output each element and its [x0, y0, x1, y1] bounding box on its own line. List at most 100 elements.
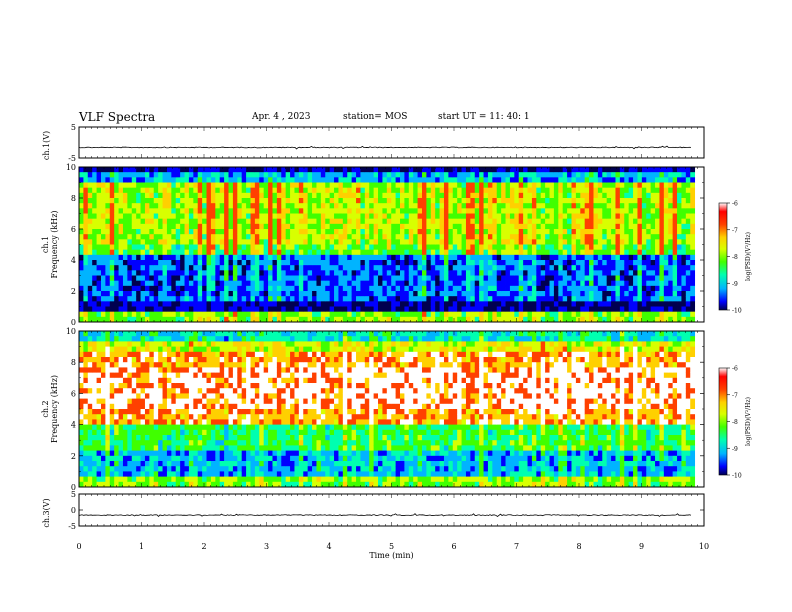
- spectrogram-cell-ch1: [527, 234, 533, 240]
- spectrogram-cell-ch1: [334, 223, 339, 230]
- spectrogram-cell-ch1: [655, 301, 660, 307]
- spectrogram-cell-ch1: [83, 280, 89, 287]
- spectrogram-cell-ch1: [87, 260, 93, 266]
- spectrogram-cell-ch1: [421, 316, 427, 323]
- spectrogram-cell-ch1: [483, 203, 489, 209]
- y-tick-label: 6: [71, 225, 76, 234]
- spectrogram-cell-ch1: [224, 203, 229, 209]
- spectrogram-cell-ch1: [307, 254, 313, 261]
- spectrogram-cell-ch1: [184, 229, 190, 235]
- spectrogram-cell-ch1: [96, 177, 102, 183]
- spectrogram-cell-ch1: [140, 280, 146, 287]
- spectrogram-cell-ch1: [417, 301, 423, 307]
- spectrogram-cell-ch1: [452, 229, 458, 235]
- spectrogram-cell-ch1: [527, 182, 533, 189]
- spectrogram-cell-ch1: [215, 192, 221, 199]
- spectrogram-cell-ch1: [672, 244, 678, 251]
- spectrogram-cell-ch2: [96, 429, 102, 436]
- spectrogram-cell-ch2: [118, 476, 124, 483]
- spectrogram-cell-ch2: [122, 476, 128, 483]
- spectrogram-cell-ch1: [505, 244, 511, 251]
- spectrogram-cell-ch2: [100, 461, 106, 467]
- spectrogram-cell-ch1: [413, 198, 418, 204]
- spectrogram-cell-ch1: [619, 198, 625, 204]
- spectrogram-cell-ch1: [246, 213, 251, 220]
- spectrogram-cell-ch1: [364, 280, 370, 287]
- spectrogram-cell-ch2: [92, 466, 97, 472]
- spectrogram-cell-ch1: [228, 296, 234, 302]
- spectrogram-cell-ch1: [641, 260, 647, 266]
- spectrogram-cell-ch1: [232, 213, 238, 220]
- spectrogram-cell-ch1: [224, 291, 229, 297]
- spectrogram-cell-ch1: [465, 198, 471, 204]
- spectrogram-cell-ch1: [206, 223, 212, 230]
- spectrogram-cell-ch1: [549, 316, 555, 323]
- spectrogram-cell-ch1: [404, 182, 410, 189]
- spectrogram-cell-ch1: [470, 291, 476, 297]
- spectrogram-cell-ch1: [166, 187, 172, 194]
- spectrogram-cell-ch1: [140, 167, 146, 173]
- spectrogram-cell-ch1: [281, 172, 287, 178]
- spectrogram-cell-ch1: [633, 301, 638, 307]
- spectrogram-cell-ch1: [127, 167, 133, 173]
- spectrogram-cell-ch1: [338, 306, 344, 313]
- spectrogram-cell-ch1: [153, 198, 159, 204]
- spectrogram-cell-ch1: [114, 296, 119, 302]
- spectrogram-cell-ch1: [100, 239, 106, 245]
- spectrogram-cell-ch1: [259, 234, 265, 240]
- spectrogram-cell-ch1: [382, 244, 388, 251]
- spectrogram-cell-ch2: [118, 481, 124, 488]
- spectrogram-cell-ch2: [105, 351, 111, 358]
- spectrogram-cell-ch1: [316, 316, 322, 323]
- spectrogram-cell-ch1: [690, 192, 696, 199]
- spectrogram-cell-ch1: [404, 270, 410, 276]
- spectrogram-cell-ch1: [325, 208, 331, 214]
- spectrogram-cell-ch1: [184, 311, 190, 318]
- spectrogram-cell-ch1: [611, 249, 616, 256]
- spectrogram-cell-ch2: [122, 466, 128, 472]
- spectrogram-cell-ch1: [685, 218, 691, 225]
- spectrogram-cell-ch1: [109, 223, 115, 230]
- spectrogram-cell-ch1: [386, 213, 392, 220]
- spectrogram-cell-ch1: [536, 291, 542, 297]
- spectrogram-cell-ch1: [536, 275, 542, 282]
- spectrogram-cell-ch1: [382, 192, 388, 199]
- spectrogram-cell-ch1: [334, 239, 339, 245]
- spectrogram-cell-ch1: [531, 239, 537, 245]
- spectrogram-cell-ch1: [549, 249, 555, 256]
- spectrogram-cell-ch1: [426, 280, 432, 287]
- spectrogram-cell-ch1: [597, 244, 603, 251]
- spectrogram-cell-ch1: [92, 254, 97, 261]
- spectrogram-cell-ch2: [92, 331, 97, 337]
- spectrogram-cell-ch1: [606, 244, 612, 251]
- spectrogram-cell-ch1: [215, 291, 221, 297]
- spectrogram-cell-ch1: [655, 249, 660, 256]
- spectrogram-cell-ch1: [378, 270, 383, 276]
- spectrogram-cell-ch1: [254, 265, 260, 271]
- spectrogram-cell-ch1: [166, 223, 172, 230]
- spectrogram-cell-ch1: [263, 203, 269, 209]
- spectrogram-cell-ch1: [536, 218, 542, 225]
- spectrogram-cell-ch1: [435, 234, 440, 240]
- spectrogram-cell-ch1: [246, 203, 251, 209]
- spectrogram-cell-ch1: [96, 208, 102, 214]
- spectrogram-cell-ch1: [492, 198, 498, 204]
- spectrogram-cell-ch1: [303, 265, 309, 271]
- spectrogram-cell-ch1: [140, 234, 146, 240]
- spectrogram-cell-ch1: [312, 296, 317, 302]
- spectrogram-cell-ch1: [237, 192, 243, 199]
- spectrogram-cell-ch1: [435, 260, 440, 266]
- spectrogram-cell-ch1: [421, 301, 427, 307]
- spectrogram-cell-ch1: [545, 187, 550, 194]
- spectrogram-cell-ch1: [87, 234, 93, 240]
- spectrogram-cell-ch2: [105, 393, 111, 399]
- spectrogram-cell-ch1: [430, 254, 436, 261]
- spectrogram-cell-ch1: [641, 275, 647, 282]
- spectrogram-cell-ch1: [391, 291, 397, 297]
- spectrogram-cell-ch1: [465, 285, 471, 292]
- spectrogram-cell-ch1: [228, 311, 234, 318]
- spectrogram-cell-ch1: [320, 177, 326, 183]
- spectrogram-cell-ch1: [246, 198, 251, 204]
- spectrogram-cell-ch1: [254, 213, 260, 220]
- spectrogram-cell-ch1: [285, 311, 291, 318]
